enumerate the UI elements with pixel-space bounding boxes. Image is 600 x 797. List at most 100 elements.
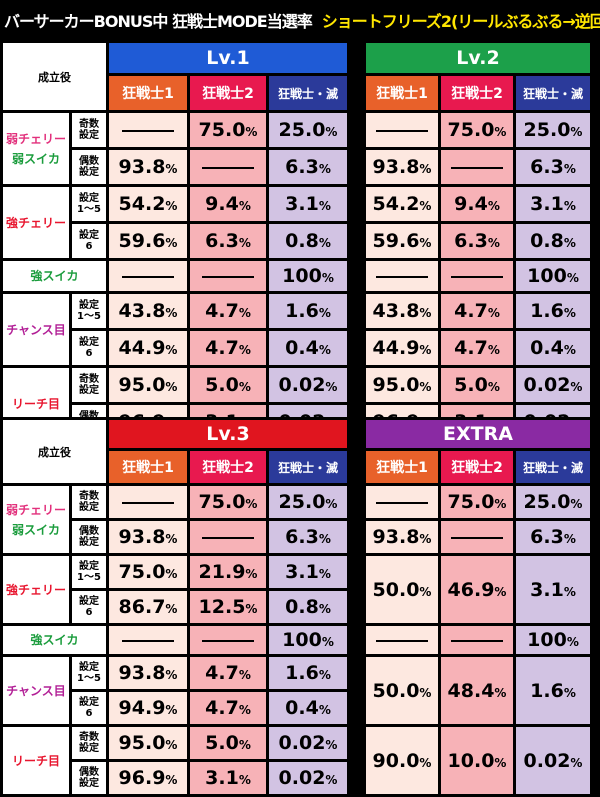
cell: 25.0%: [269, 113, 347, 147]
cell: 46.9%: [441, 556, 513, 623]
cell: 3.1%: [190, 762, 266, 794]
cell: 93.8%: [366, 150, 438, 184]
cell: 93.8%: [109, 521, 187, 553]
dash-mark: [122, 275, 174, 278]
table-lv3: 成立役 Lv.3 狂戦士1 狂戦士2 狂戦士・滅 弱チェリー 弱スイカ 奇数 設…: [0, 417, 350, 797]
cell: 93.8%: [109, 657, 187, 689]
column-header-2: 狂戦士2: [190, 76, 266, 110]
cell: 75.0%: [190, 113, 266, 147]
column-header-1: 狂戦士1: [109, 451, 187, 483]
role-jaku-cherry: 弱チェリー: [5, 131, 66, 146]
cell: 100%: [516, 626, 590, 654]
cell: 0.02%: [516, 368, 590, 402]
dash-mark: [202, 639, 254, 642]
role-jaku-suika: 弱スイカ: [11, 522, 60, 537]
cell: 43.8%: [366, 294, 438, 328]
cell: 5.0%: [190, 727, 266, 759]
dash-mark: [202, 536, 254, 539]
cell: 0.8%: [269, 224, 347, 258]
cell: 4.7%: [190, 692, 266, 724]
cell: 0.02%: [269, 762, 347, 794]
cell: 1.6%: [269, 657, 347, 689]
dash-mark: [202, 166, 254, 169]
cell: 75.0%: [441, 486, 513, 518]
role-jaku-cherry: 弱チェリー: [5, 502, 66, 517]
cell: [366, 486, 438, 518]
cell: 93.8%: [109, 150, 187, 184]
dash-mark: [202, 275, 254, 278]
cell: 90.0%: [366, 727, 438, 794]
title-main: バーサーカーBONUS中 狂戦士MODE当選率: [4, 12, 313, 31]
cell: 4.7%: [190, 294, 266, 328]
column-header-1: 狂戦士1: [366, 451, 438, 483]
cell: [190, 521, 266, 553]
cell: 4.7%: [441, 331, 513, 365]
page-title: バーサーカーBONUS中 狂戦士MODE当選率 ショートフリーズ2(リールぶるぶ…: [0, 0, 600, 40]
setting-1-5: 設定 1～5: [72, 556, 106, 588]
cell: 25.0%: [269, 486, 347, 518]
column-header-3: 狂戦士・滅: [269, 451, 347, 483]
cell: 1.6%: [516, 294, 590, 328]
cell: 86.7%: [109, 591, 187, 623]
cell: [109, 113, 187, 147]
level-header-lv1: Lv.1: [109, 43, 347, 73]
cell: [366, 113, 438, 147]
cell: 10.0%: [441, 727, 513, 794]
title-sub: ショートフリーズ2(リールぶるぶる→逆回転): [321, 12, 600, 31]
cell: [366, 626, 438, 654]
cell: 12.5%: [190, 591, 266, 623]
cell: 95.0%: [109, 368, 187, 402]
row-label-jaku: 弱チェリー 弱スイカ: [3, 113, 69, 184]
cell: [109, 486, 187, 518]
cell: [366, 261, 438, 291]
table-extra: EXTRA 狂戦士1 狂戦士2 狂戦士・滅 75.0% 25.0% 93.8% …: [363, 417, 593, 797]
cell: 43.8%: [109, 294, 187, 328]
cell: 95.0%: [109, 727, 187, 759]
role-jaku-suika: 弱スイカ: [11, 151, 60, 166]
cell: 50.0%: [366, 556, 438, 623]
cell: 5.0%: [190, 368, 266, 402]
cell: 44.9%: [366, 331, 438, 365]
dash-mark: [376, 639, 428, 642]
cell: 5.0%: [441, 368, 513, 402]
dash-mark: [451, 536, 503, 539]
cell: [441, 626, 513, 654]
cell: 6.3%: [190, 224, 266, 258]
cell: 4.7%: [190, 657, 266, 689]
cell: 3.1%: [269, 556, 347, 588]
cell: 54.2%: [366, 187, 438, 221]
dash-mark: [122, 129, 174, 132]
cell: 0.4%: [269, 331, 347, 365]
cell: 6.3%: [441, 224, 513, 258]
cell: 59.6%: [366, 224, 438, 258]
cell: 0.8%: [516, 224, 590, 258]
cell: 75.0%: [441, 113, 513, 147]
column-header-2: 狂戦士2: [441, 451, 513, 483]
corner-label: 成立役: [3, 420, 106, 483]
setting-6: 設定 6: [72, 224, 106, 258]
setting-even: 偶数 設定: [72, 150, 106, 184]
setting-odd: 奇数 設定: [72, 368, 106, 402]
dash-mark: [122, 639, 174, 642]
cell: 75.0%: [109, 556, 187, 588]
cell: 0.8%: [269, 591, 347, 623]
setting-even: 偶数 設定: [72, 521, 106, 553]
setting-even: 偶数 設定: [72, 762, 106, 794]
cell: 93.8%: [366, 521, 438, 553]
cell: 6.3%: [269, 150, 347, 184]
cell: 3.1%: [516, 556, 590, 623]
cell: [190, 626, 266, 654]
row-label-jaku: 弱チェリー 弱スイカ: [3, 486, 69, 553]
column-header-1: 狂戦士1: [109, 76, 187, 110]
cell: 6.3%: [516, 150, 590, 184]
cell: 1.6%: [269, 294, 347, 328]
column-header-1: 狂戦士1: [366, 76, 438, 110]
setting-6: 設定 6: [72, 591, 106, 623]
cell: 21.9%: [190, 556, 266, 588]
dash-mark: [451, 639, 503, 642]
cell: 96.9%: [109, 762, 187, 794]
role-reach: リーチ目: [3, 727, 69, 794]
cell: 75.0%: [190, 486, 266, 518]
cell: 100%: [269, 626, 347, 654]
cell: 3.1%: [269, 187, 347, 221]
